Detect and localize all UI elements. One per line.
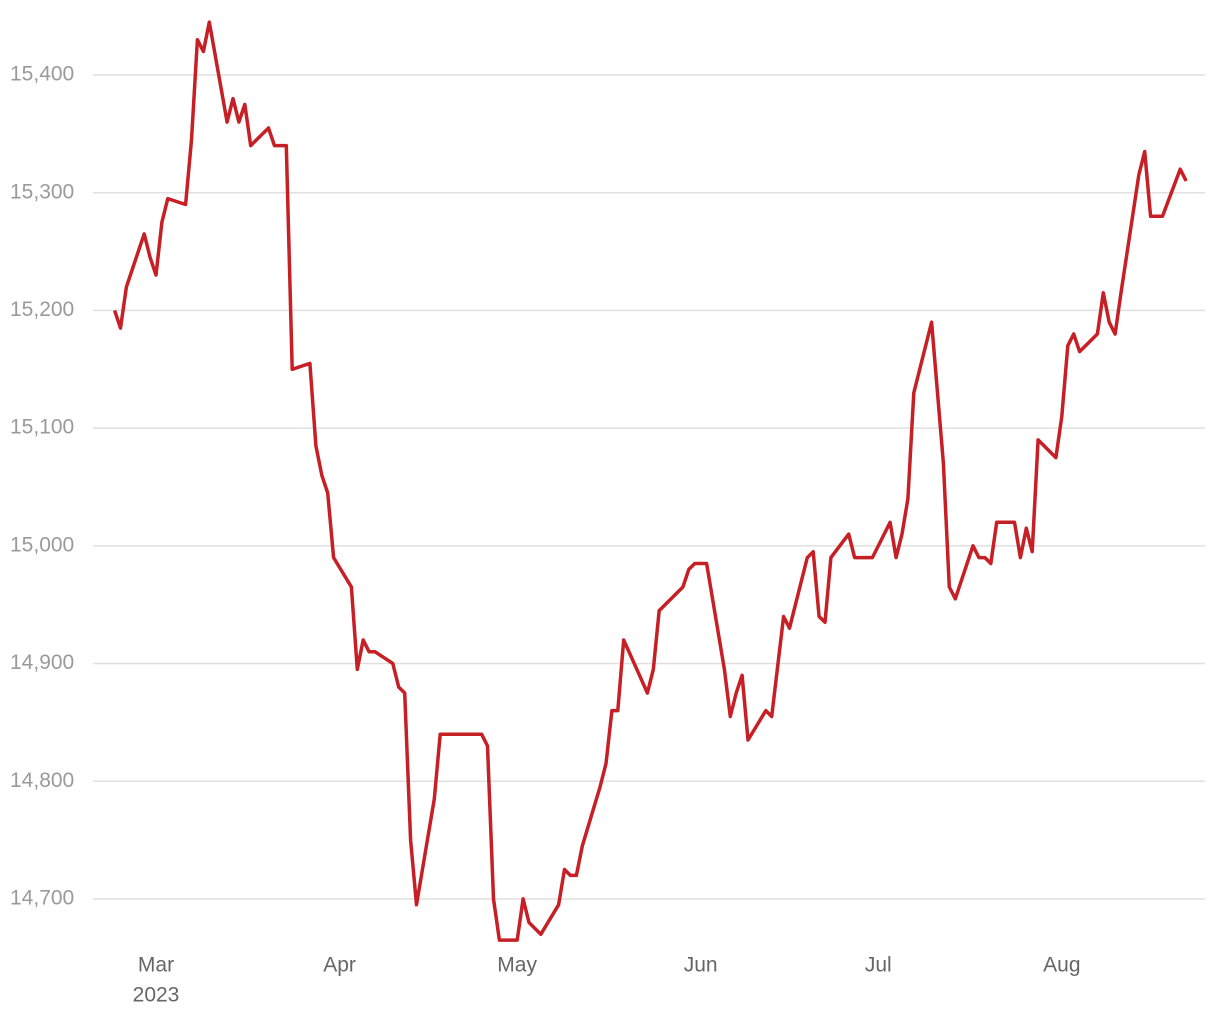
x-tick-label: Apr: [323, 954, 356, 977]
x-tick-label: May: [497, 954, 537, 977]
y-tick-label: 15,200: [10, 298, 74, 321]
line: [112, 20, 1188, 942]
x-tick-label: Mar: [138, 954, 174, 977]
y-tick-label: 14,900: [10, 651, 74, 674]
x-tick-label: Aug: [1043, 954, 1080, 977]
x-tick-label: Jun: [684, 954, 718, 977]
x-year-label: 2023: [133, 984, 180, 1007]
y-tick-label: 14,700: [10, 886, 74, 909]
y-tick-label: 14,800: [10, 769, 74, 792]
y-tick-label: 15,100: [10, 416, 74, 439]
x-tick-label: Jul: [865, 954, 892, 977]
y-tick-label: 15,000: [10, 533, 74, 556]
y-tick-label: 15,300: [10, 180, 74, 203]
y-tick-label: 15,400: [10, 63, 74, 86]
